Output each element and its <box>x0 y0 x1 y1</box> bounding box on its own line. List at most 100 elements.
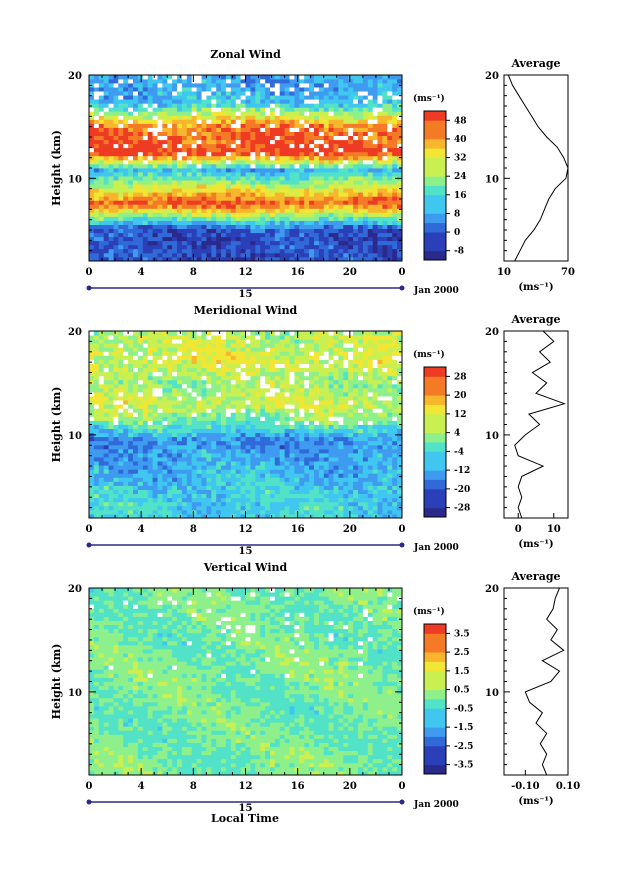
heatmap-cell <box>270 404 276 409</box>
heatmap-cell <box>284 107 290 112</box>
heatmap-cell <box>235 143 241 149</box>
heatmap-cell <box>225 424 232 429</box>
heatmap-cell <box>397 212 403 217</box>
heatmap-cell <box>216 244 222 250</box>
heatmap-cell <box>123 248 129 254</box>
heatmap-cell <box>167 200 173 205</box>
heatmap-cell <box>118 509 124 515</box>
heatmap-cell <box>181 107 188 112</box>
heatmap-cell <box>118 111 124 116</box>
heatmap-cell <box>260 461 266 466</box>
heatmap-cell <box>274 184 281 189</box>
heatmap-cell <box>255 485 261 490</box>
heatmap-cell <box>250 75 256 80</box>
heatmap-cell <box>103 79 109 84</box>
heatmap-cell <box>338 147 344 153</box>
heatmap-cell <box>211 400 217 405</box>
heatmap-cell <box>216 457 222 462</box>
heatmap-cell <box>367 119 374 124</box>
heatmap-cell <box>211 424 217 429</box>
heatmap-cell <box>372 176 378 181</box>
heatmap-cell <box>279 444 285 450</box>
heatmap-cell <box>201 424 207 429</box>
heatmap-cell <box>186 408 193 413</box>
heatmap-cell <box>333 420 339 425</box>
heatmap-cell <box>279 139 285 145</box>
heatmap-cell <box>162 204 168 209</box>
heatmap-cell <box>387 420 393 425</box>
heatmap-cell <box>382 147 388 153</box>
heatmap-cell <box>382 481 388 486</box>
heatmap-cell <box>230 115 237 120</box>
heatmap-cell <box>162 79 168 84</box>
heatmap-cell <box>314 416 320 421</box>
heatmap-cell <box>255 75 261 80</box>
heatmap-cell <box>230 184 237 189</box>
heatmap-cell <box>206 232 212 238</box>
heatmap-cell <box>372 131 378 136</box>
heatmap-cell <box>103 481 109 486</box>
heatmap-cell <box>382 155 388 161</box>
heatmap-cell <box>348 232 354 238</box>
heatmap-cell <box>103 240 109 246</box>
heatmap-cell <box>377 412 383 417</box>
heatmap-cell <box>196 139 202 145</box>
heatmap-cell <box>162 444 168 450</box>
heatmap-cell <box>142 400 149 405</box>
heatmap-cell <box>98 107 105 112</box>
heatmap-cell <box>304 115 310 120</box>
heatmap-cell <box>147 99 153 104</box>
heatmap-cell <box>123 127 129 132</box>
heatmap-cell <box>98 192 105 197</box>
heatmap-cell <box>230 416 237 421</box>
heatmap-cell <box>333 497 339 503</box>
heatmap-cell <box>309 497 315 503</box>
heatmap-cell <box>265 465 271 470</box>
heatmap-cell <box>137 123 144 128</box>
heatmap-cell <box>333 155 339 161</box>
heatmap-cell <box>240 448 246 454</box>
heatmap-cell <box>133 244 139 250</box>
heatmap <box>89 75 403 262</box>
heatmap-cell <box>216 103 222 108</box>
heatmap-cell <box>240 87 246 92</box>
heatmap-cell <box>162 127 168 132</box>
heatmap-cell <box>167 461 173 466</box>
heatmap-cell <box>372 440 378 446</box>
heatmap-cell <box>343 212 349 217</box>
heatmap-cell <box>157 83 163 88</box>
heatmap-cell <box>314 168 320 173</box>
heatmap-cell <box>118 196 124 201</box>
heatmap-cell <box>206 416 212 421</box>
heatmap-cell <box>221 188 227 193</box>
heatmap-cell <box>201 420 207 425</box>
heatmap-cell <box>274 83 281 88</box>
heatmap-cell <box>309 224 315 229</box>
heatmap-cell <box>260 416 266 421</box>
heatmap-cell <box>323 115 330 120</box>
heatmap-cell <box>123 172 129 177</box>
x-tick-label: 12 <box>239 267 253 278</box>
heatmap-cell <box>265 135 271 141</box>
heatmap-cell <box>274 232 281 238</box>
heatmap-cell <box>98 257 105 262</box>
heatmap-cell <box>235 252 241 258</box>
heatmap-cell <box>181 151 188 157</box>
heatmap-cell <box>172 432 178 438</box>
heatmap-cell <box>338 204 344 209</box>
heatmap-cell <box>323 172 330 177</box>
heatmap-cell <box>89 236 95 242</box>
heatmap-cell <box>333 252 339 258</box>
heatmap-cell <box>245 465 251 470</box>
heatmap-cell <box>142 469 149 474</box>
heatmap-cell <box>167 188 173 193</box>
heatmap-cell <box>255 99 261 104</box>
heatmap-cell <box>191 87 197 92</box>
heatmap-cell <box>206 168 212 173</box>
heatmap-cell <box>314 453 320 458</box>
heatmap-cell <box>372 180 378 185</box>
heatmap-cell <box>113 501 119 507</box>
heatmap-cell <box>284 208 290 213</box>
heatmap-cell <box>206 172 212 177</box>
heatmap-cell <box>89 252 95 258</box>
